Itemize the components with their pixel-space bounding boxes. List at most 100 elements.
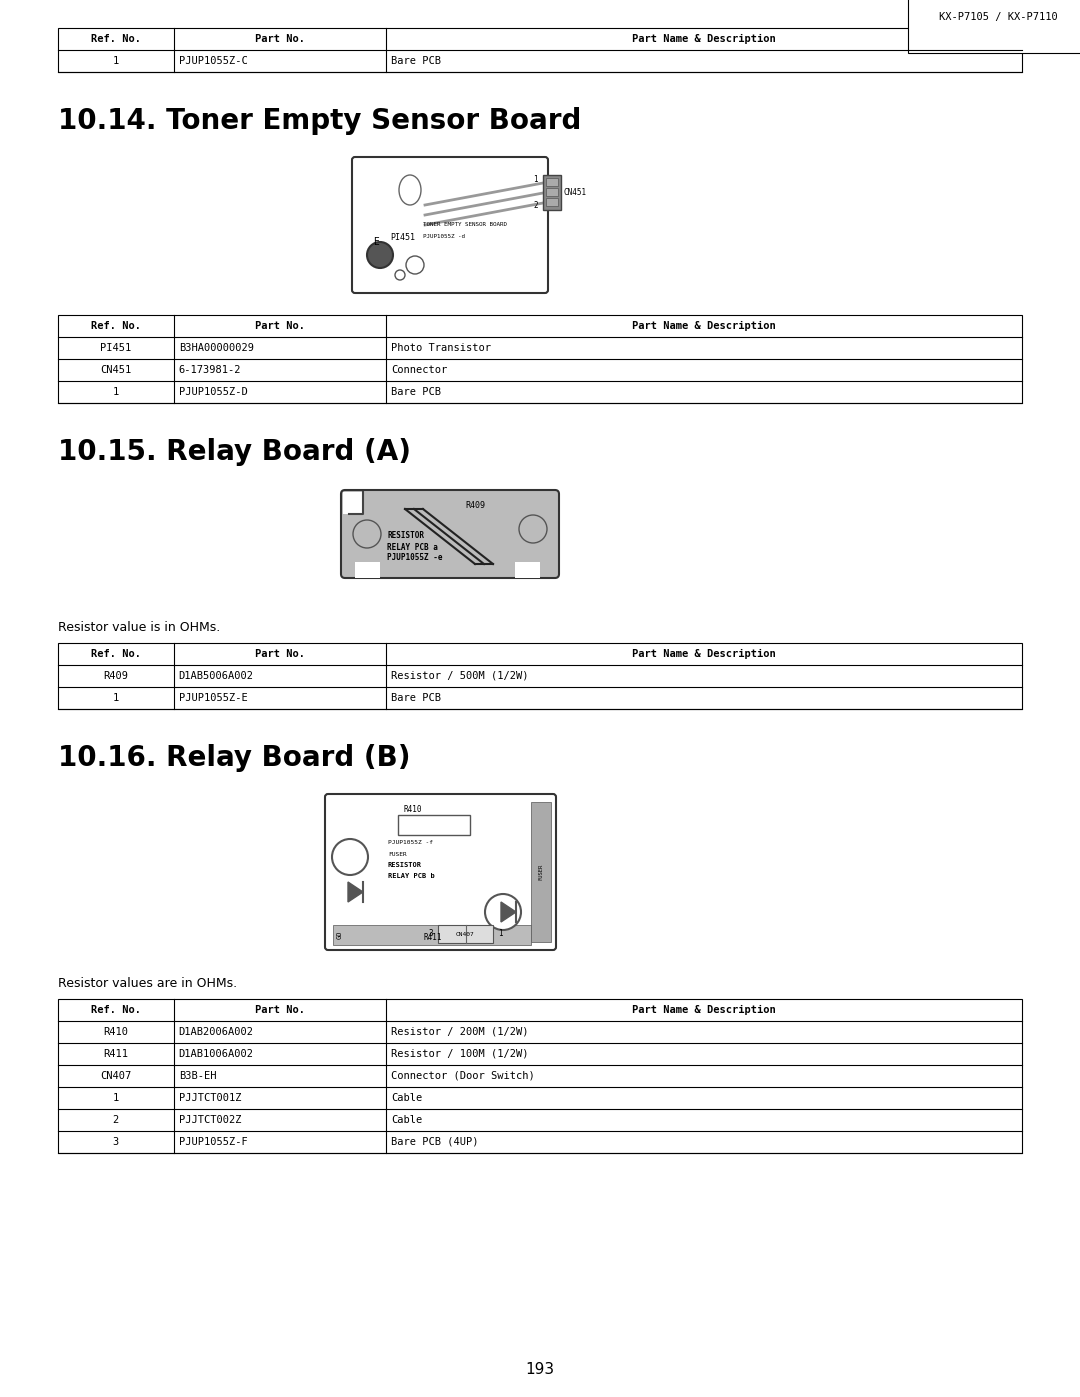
- Text: CN451: CN451: [100, 365, 132, 374]
- Text: Part Name & Description: Part Name & Description: [632, 321, 775, 331]
- Text: Ref. No.: Ref. No.: [91, 650, 140, 659]
- Text: PI451: PI451: [100, 344, 132, 353]
- Text: PJJTCT002Z: PJJTCT002Z: [178, 1115, 241, 1125]
- Text: Bare PCB (4UP): Bare PCB (4UP): [391, 1137, 478, 1147]
- Text: B3HA00000029: B3HA00000029: [178, 344, 254, 353]
- Text: PJUP1055Z-F: PJUP1055Z-F: [178, 1137, 247, 1147]
- Bar: [546, 189, 558, 196]
- Bar: [515, 562, 540, 578]
- Text: R410: R410: [403, 805, 421, 813]
- Bar: [58, 28, 1022, 73]
- Text: D1AB5006A002: D1AB5006A002: [178, 671, 254, 680]
- Text: PJUP1055Z -f: PJUP1055Z -f: [388, 841, 433, 845]
- Circle shape: [485, 894, 521, 930]
- Text: Part No.: Part No.: [255, 650, 305, 659]
- Circle shape: [353, 520, 381, 548]
- Text: Part No.: Part No.: [255, 34, 305, 43]
- Text: Ref. No.: Ref. No.: [91, 321, 140, 331]
- Text: Cable: Cable: [391, 1115, 422, 1125]
- Text: 1: 1: [112, 1092, 119, 1104]
- Text: Resistor / 200M (1/2W): Resistor / 200M (1/2W): [391, 1027, 528, 1037]
- Bar: [546, 177, 558, 186]
- Text: 1: 1: [534, 176, 538, 184]
- Text: PJUP1055Z-C: PJUP1055Z-C: [178, 56, 247, 66]
- Text: D1AB2006A002: D1AB2006A002: [178, 1027, 254, 1037]
- Circle shape: [395, 270, 405, 279]
- Text: CN451: CN451: [563, 189, 586, 197]
- Text: PI451: PI451: [390, 233, 415, 243]
- Text: FUSER: FUSER: [388, 852, 407, 856]
- Text: Part No.: Part No.: [255, 321, 305, 331]
- Text: PJUP1055Z -d: PJUP1055Z -d: [423, 233, 465, 239]
- Text: Part No.: Part No.: [255, 1004, 305, 1016]
- Text: 10.15. Relay Board (A): 10.15. Relay Board (A): [58, 439, 411, 467]
- Text: Resistor value is in OHMs.: Resistor value is in OHMs.: [58, 622, 220, 634]
- Bar: [438, 925, 492, 943]
- Text: R411: R411: [423, 933, 442, 942]
- Text: 6-173981-2: 6-173981-2: [178, 365, 241, 374]
- Text: 1: 1: [112, 693, 119, 703]
- Bar: [355, 562, 380, 578]
- Bar: [58, 999, 1022, 1153]
- Bar: [531, 802, 551, 942]
- Text: Part Name & Description: Part Name & Description: [632, 1004, 775, 1016]
- Circle shape: [406, 256, 424, 274]
- Text: B3B-EH: B3B-EH: [178, 1071, 216, 1081]
- Bar: [543, 175, 561, 210]
- Circle shape: [332, 840, 368, 875]
- Circle shape: [367, 242, 393, 268]
- Text: Resistor / 100M (1/2W): Resistor / 100M (1/2W): [391, 1049, 528, 1059]
- Bar: [399, 814, 470, 835]
- Text: 1: 1: [498, 929, 502, 939]
- Text: FUSER: FUSER: [539, 863, 543, 880]
- Text: RELAY PCB b: RELAY PCB b: [388, 873, 435, 879]
- Text: RESISTOR: RESISTOR: [387, 531, 424, 541]
- Text: Ref. No.: Ref. No.: [91, 34, 140, 43]
- Text: RESISTOR: RESISTOR: [388, 862, 422, 868]
- Text: Resistor values are in OHMs.: Resistor values are in OHMs.: [58, 977, 238, 990]
- Text: R411: R411: [104, 1049, 129, 1059]
- Bar: [333, 925, 531, 944]
- Text: Bare PCB: Bare PCB: [391, 693, 441, 703]
- Text: PJUP1055Z-E: PJUP1055Z-E: [178, 693, 247, 703]
- FancyBboxPatch shape: [325, 793, 556, 950]
- Bar: [58, 643, 1022, 710]
- Text: RELAY PCB a: RELAY PCB a: [387, 542, 437, 552]
- Polygon shape: [501, 902, 516, 922]
- Text: Part Name & Description: Part Name & Description: [632, 34, 775, 45]
- Text: D1AB1006A002: D1AB1006A002: [178, 1049, 254, 1059]
- Bar: [546, 198, 558, 205]
- Text: CN407: CN407: [100, 1071, 132, 1081]
- Text: 10.16. Relay Board (B): 10.16. Relay Board (B): [58, 745, 410, 773]
- Text: R409: R409: [465, 502, 485, 510]
- Text: Cable: Cable: [391, 1092, 422, 1104]
- Text: GO: GO: [337, 930, 343, 939]
- Text: 1: 1: [112, 387, 119, 397]
- Text: Ref. No.: Ref. No.: [91, 1004, 140, 1016]
- Polygon shape: [348, 882, 363, 902]
- Text: 2: 2: [534, 201, 538, 210]
- Text: 3: 3: [429, 929, 433, 939]
- Text: 3: 3: [112, 1137, 119, 1147]
- Text: Bare PCB: Bare PCB: [391, 56, 441, 66]
- Bar: [58, 314, 1022, 402]
- Text: Part Name & Description: Part Name & Description: [632, 650, 775, 659]
- Text: PJUP1055Z -e: PJUP1055Z -e: [387, 553, 443, 563]
- FancyBboxPatch shape: [352, 156, 548, 293]
- Text: PJUP1055Z-D: PJUP1055Z-D: [178, 387, 247, 397]
- Text: Resistor / 500M (1/2W): Resistor / 500M (1/2W): [391, 671, 528, 680]
- Text: 10.14. Toner Empty Sensor Board: 10.14. Toner Empty Sensor Board: [58, 108, 581, 136]
- Text: KX-P7105 / KX-P7110: KX-P7105 / KX-P7110: [940, 13, 1058, 22]
- Text: 1: 1: [112, 56, 119, 66]
- Text: Photo Transistor: Photo Transistor: [391, 344, 490, 353]
- Text: Connector (Door Switch): Connector (Door Switch): [391, 1071, 535, 1081]
- Text: TONER EMPTY SENSOR BOARD: TONER EMPTY SENSOR BOARD: [423, 222, 507, 228]
- Bar: [343, 492, 363, 514]
- Text: R409: R409: [104, 671, 129, 680]
- Text: PJJTCT001Z: PJJTCT001Z: [178, 1092, 241, 1104]
- Text: R410: R410: [104, 1027, 129, 1037]
- Text: Bare PCB: Bare PCB: [391, 387, 441, 397]
- Text: CN407: CN407: [456, 932, 475, 936]
- Ellipse shape: [399, 175, 421, 205]
- Text: Connector: Connector: [391, 365, 447, 374]
